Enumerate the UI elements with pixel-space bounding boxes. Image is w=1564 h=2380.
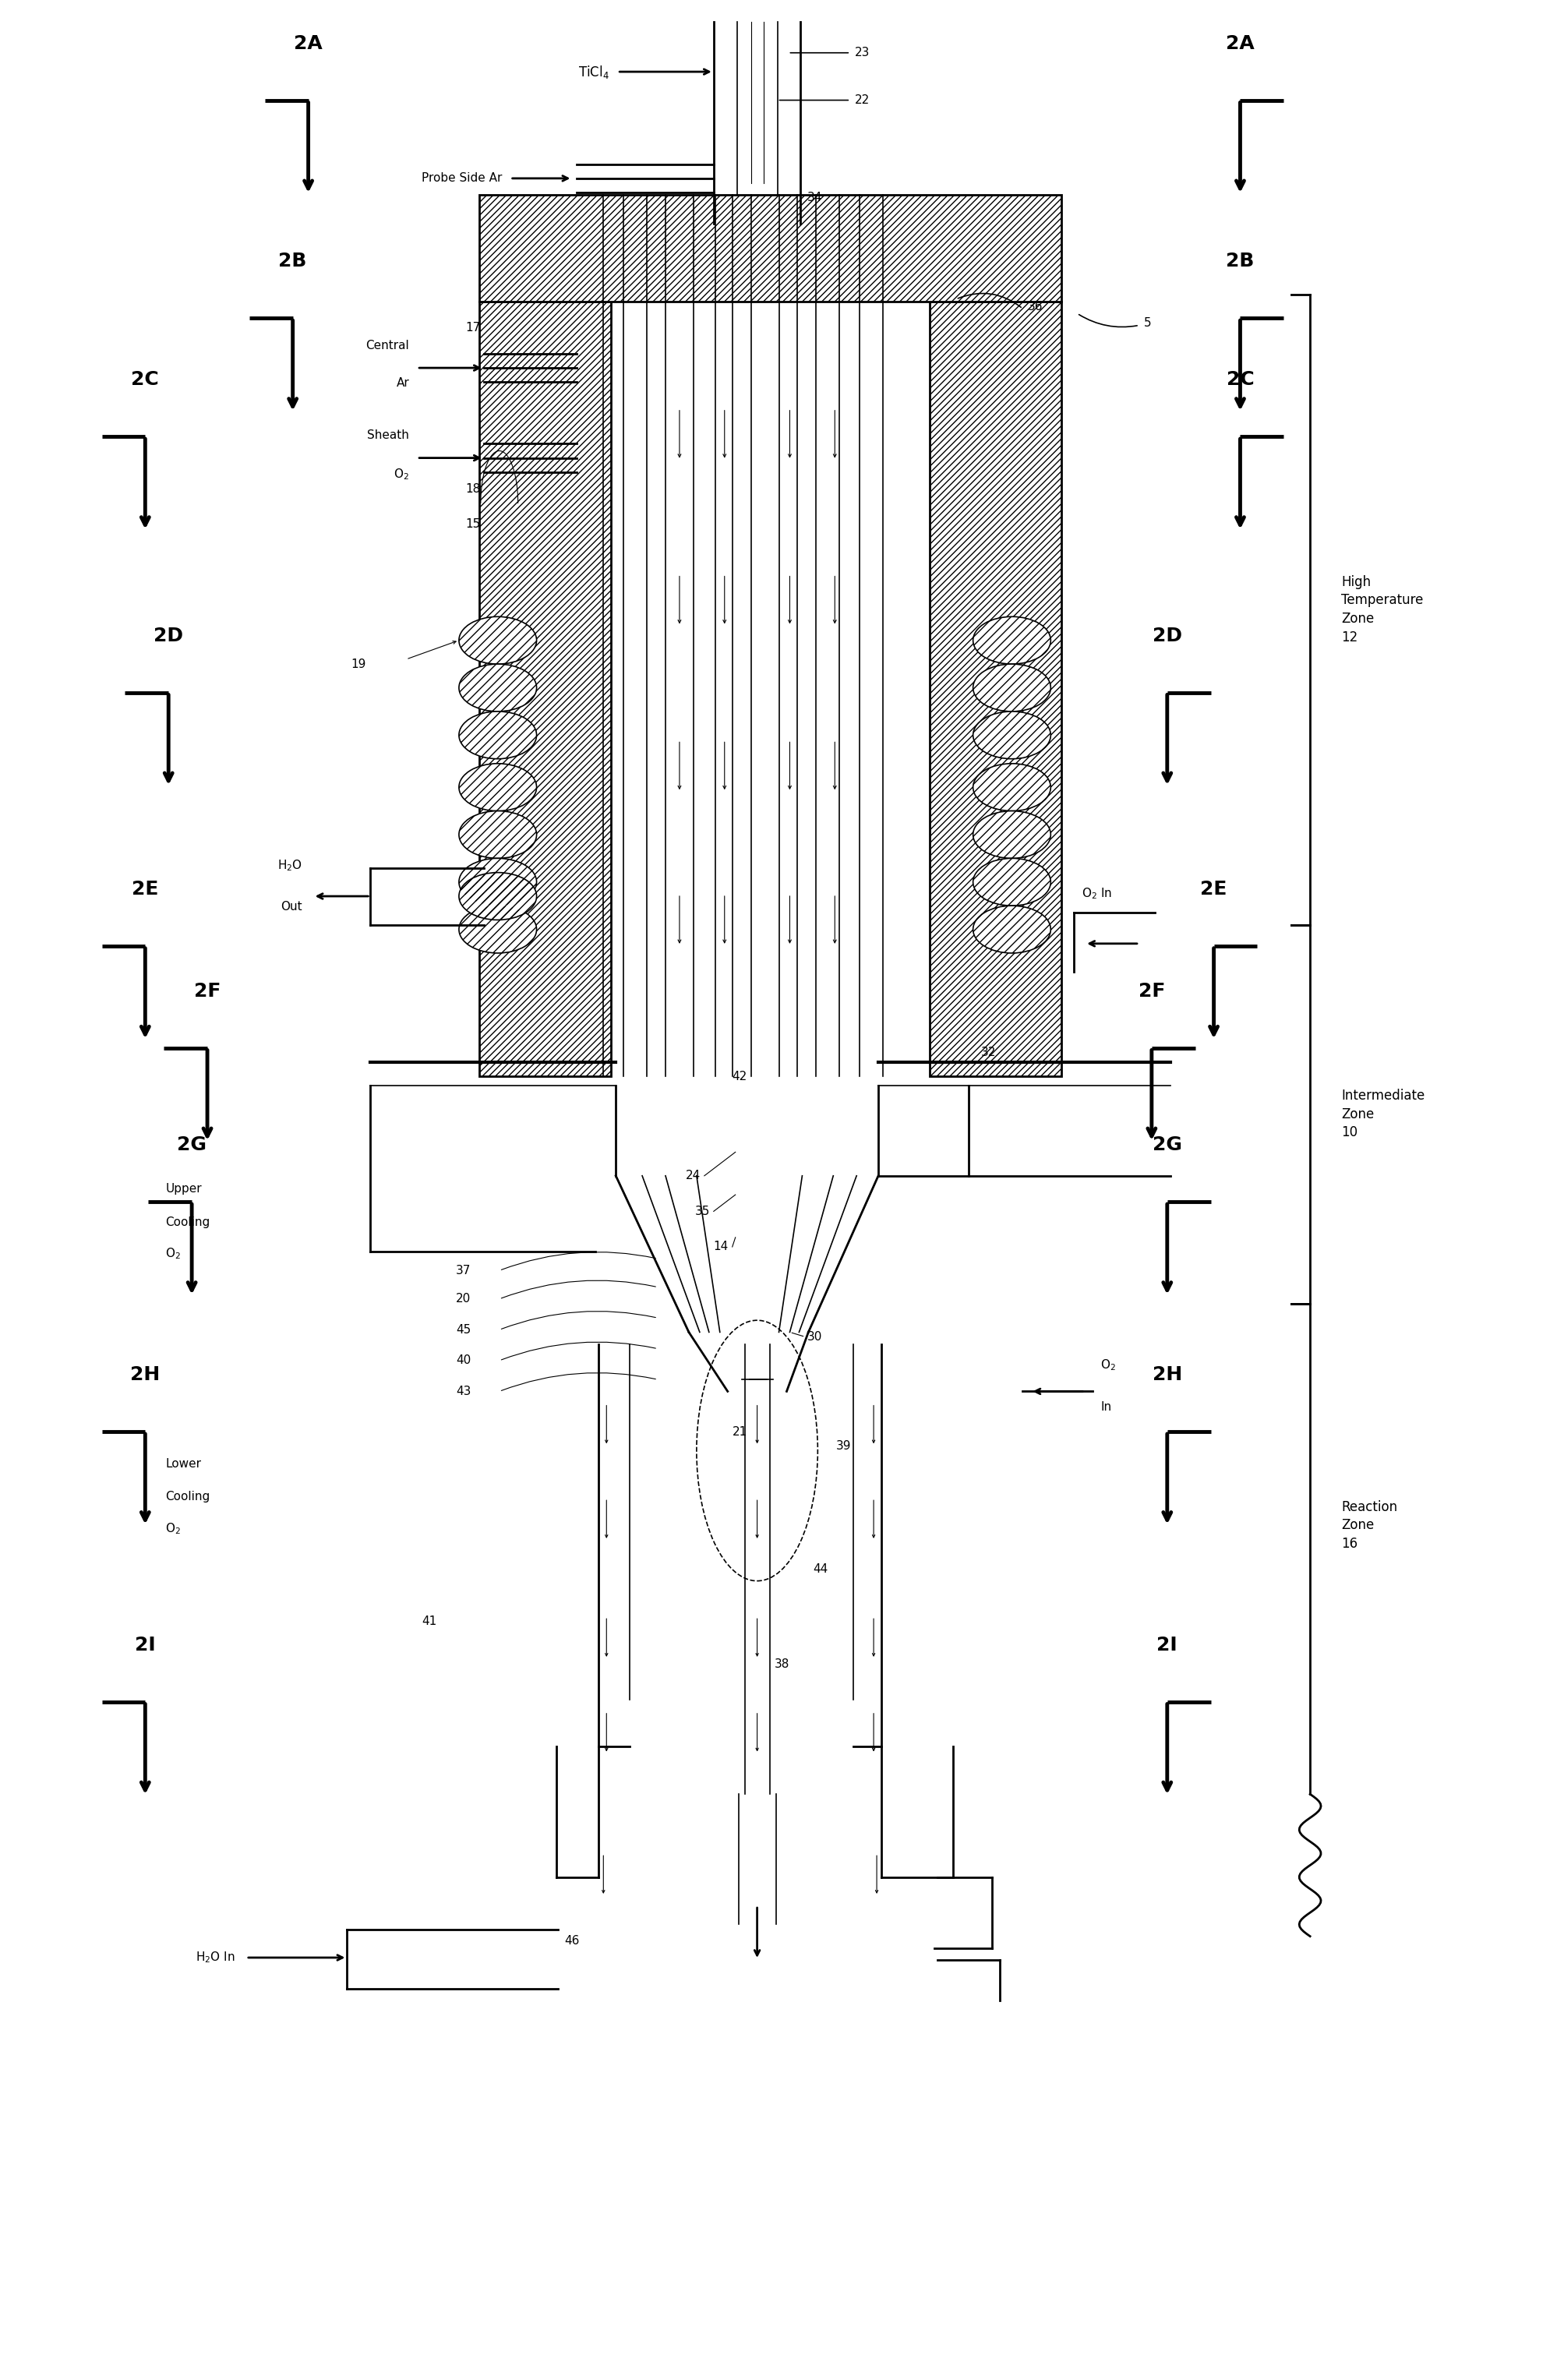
Ellipse shape: [458, 859, 536, 907]
Ellipse shape: [973, 712, 1051, 759]
Text: O$_2$: O$_2$: [166, 1521, 181, 1535]
Ellipse shape: [973, 616, 1051, 664]
Text: 37: 37: [455, 1264, 471, 1276]
Ellipse shape: [458, 616, 536, 664]
Text: 2E: 2E: [131, 881, 158, 900]
Text: O$_2$: O$_2$: [166, 1247, 181, 1261]
Ellipse shape: [458, 764, 536, 812]
Text: 2A: 2A: [1226, 33, 1254, 52]
Text: 41: 41: [422, 1616, 436, 1628]
Text: 39: 39: [837, 1440, 851, 1452]
Text: 24: 24: [685, 1171, 701, 1180]
Text: 14: 14: [713, 1240, 729, 1252]
Text: 15: 15: [465, 519, 480, 531]
Text: 2D: 2D: [153, 626, 183, 645]
Text: 20: 20: [455, 1292, 471, 1304]
Text: Ar: Ar: [396, 378, 410, 388]
Ellipse shape: [973, 859, 1051, 907]
Text: O$_2$: O$_2$: [1101, 1359, 1115, 1373]
Text: 2G: 2G: [177, 1135, 206, 1154]
Ellipse shape: [973, 812, 1051, 859]
Text: TiCl$_4$: TiCl$_4$: [579, 64, 610, 81]
Bar: [929, 302, 1062, 1076]
Text: 42: 42: [732, 1071, 748, 1083]
Text: Lower: Lower: [166, 1459, 202, 1468]
Text: 2F: 2F: [1139, 983, 1165, 1000]
Text: 44: 44: [813, 1564, 827, 1576]
Text: Cooling: Cooling: [166, 1490, 210, 1502]
Bar: [929, 302, 1062, 1076]
Text: 19: 19: [350, 659, 366, 669]
Text: In: In: [1101, 1402, 1112, 1414]
Ellipse shape: [458, 812, 536, 859]
Text: 22: 22: [856, 95, 870, 107]
Text: 17: 17: [465, 321, 480, 333]
Text: Intermediate
Zone
10: Intermediate Zone 10: [1342, 1088, 1425, 1140]
Text: 2I: 2I: [1157, 1635, 1178, 1654]
Text: 2H: 2H: [130, 1366, 160, 1385]
Text: 2B: 2B: [278, 252, 307, 271]
Text: 5: 5: [1143, 317, 1151, 328]
Text: 2H: 2H: [1153, 1366, 1182, 1385]
Text: H$_2$O: H$_2$O: [277, 857, 302, 873]
Text: 2G: 2G: [1153, 1135, 1182, 1154]
Text: High
Temperature
Zone
12: High Temperature Zone 12: [1342, 576, 1423, 645]
Text: 2D: 2D: [1153, 626, 1182, 645]
Text: Sheath: Sheath: [368, 431, 410, 440]
Text: Probe Side Ar: Probe Side Ar: [422, 171, 502, 183]
Ellipse shape: [458, 712, 536, 759]
Text: 46: 46: [565, 1935, 580, 1947]
Text: 38: 38: [774, 1659, 790, 1671]
Ellipse shape: [458, 664, 536, 712]
Text: 35: 35: [694, 1207, 710, 1216]
Text: 2B: 2B: [1226, 252, 1254, 271]
Text: 32: 32: [981, 1047, 996, 1059]
Ellipse shape: [458, 907, 536, 952]
Text: 40: 40: [455, 1354, 471, 1366]
Text: 2C: 2C: [131, 371, 160, 390]
Text: Out: Out: [280, 902, 302, 912]
Text: 2E: 2E: [1201, 881, 1228, 900]
Text: 30: 30: [807, 1330, 823, 1342]
Text: Upper: Upper: [166, 1183, 202, 1195]
Text: 18: 18: [465, 483, 480, 495]
Bar: [479, 195, 1062, 302]
Text: 23: 23: [856, 48, 870, 60]
Text: 2C: 2C: [1226, 371, 1254, 390]
Text: 21: 21: [732, 1426, 748, 1438]
Text: 36: 36: [1028, 300, 1043, 312]
Ellipse shape: [973, 664, 1051, 712]
Text: O$_2$ In: O$_2$ In: [1082, 885, 1112, 902]
Text: H$_2$O In: H$_2$O In: [196, 1949, 235, 1966]
Text: Central: Central: [366, 340, 410, 352]
Text: 34: 34: [807, 190, 823, 202]
Text: Reaction
Zone
16: Reaction Zone 16: [1342, 1499, 1397, 1552]
Ellipse shape: [973, 907, 1051, 952]
Ellipse shape: [973, 764, 1051, 812]
Bar: [479, 195, 1062, 302]
Bar: [479, 302, 612, 1076]
Bar: [479, 302, 612, 1076]
Text: 45: 45: [455, 1323, 471, 1335]
Text: O$_2$: O$_2$: [394, 466, 410, 483]
Text: 2I: 2I: [135, 1635, 155, 1654]
Text: 43: 43: [455, 1385, 471, 1397]
Text: Cooling: Cooling: [166, 1216, 210, 1228]
Text: 2A: 2A: [294, 33, 322, 52]
Ellipse shape: [458, 873, 536, 921]
Text: 2F: 2F: [194, 983, 221, 1000]
